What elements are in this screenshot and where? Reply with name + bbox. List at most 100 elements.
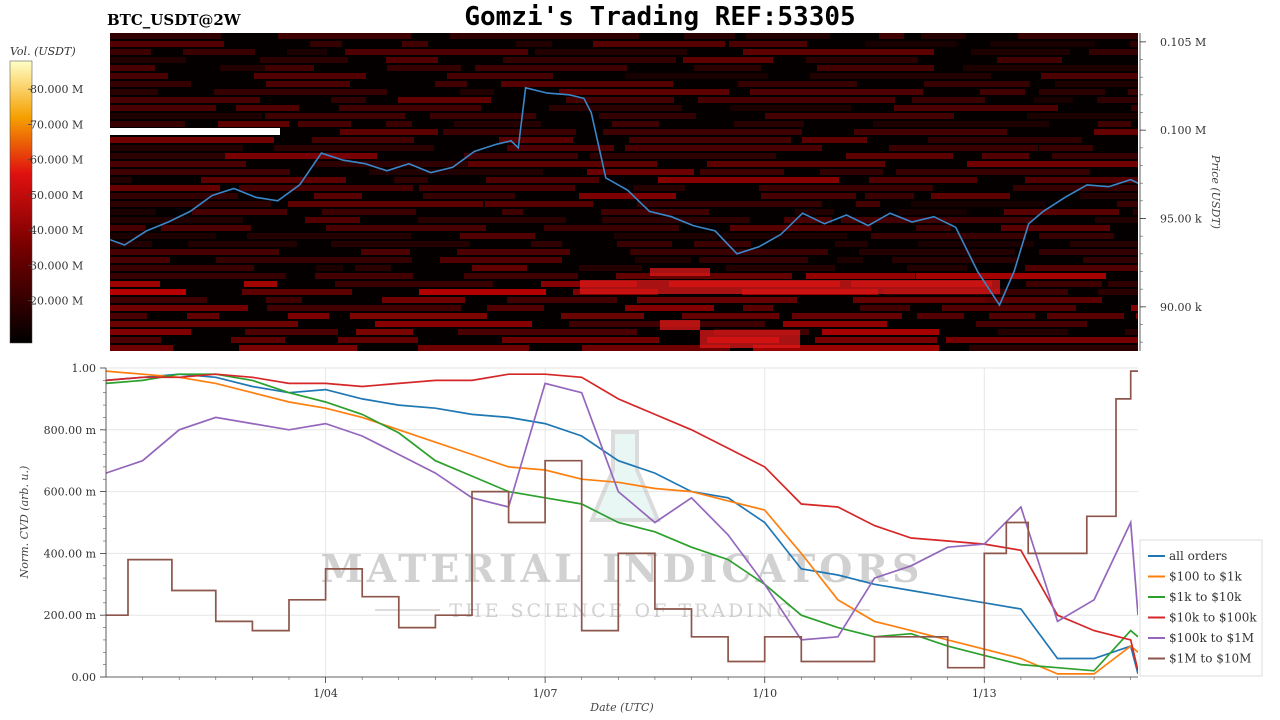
heatmap-cell bbox=[312, 137, 414, 143]
colorbar-tick-label: 20.000 M bbox=[30, 295, 83, 308]
heatmap-cell bbox=[738, 81, 857, 87]
heatmap-cell bbox=[683, 57, 773, 63]
heatmap-cell bbox=[734, 121, 804, 127]
heatmap-cell bbox=[335, 281, 493, 287]
heatmap-cell bbox=[516, 41, 552, 47]
heatmap-cell bbox=[266, 81, 350, 87]
price-tick-label: 95.00 k bbox=[1160, 213, 1202, 226]
colorbar-tick-label: 40.000 M bbox=[30, 224, 83, 237]
heatmap-cell bbox=[110, 337, 161, 343]
heatmap-cell bbox=[110, 177, 132, 183]
heatmap-cell bbox=[454, 121, 541, 127]
heatmap-cell bbox=[856, 201, 880, 207]
heatmap-cell bbox=[743, 305, 773, 311]
cvd-x-axis-label: Date (UTC) bbox=[589, 701, 653, 714]
heatmap-cell bbox=[458, 329, 637, 335]
heatmap-cell bbox=[783, 321, 887, 327]
heatmap-cell bbox=[918, 241, 1034, 247]
heatmap-cell bbox=[729, 41, 807, 47]
heatmap-cell bbox=[499, 137, 573, 143]
heatmap-cell bbox=[501, 81, 673, 87]
cvd-y-ticks: 0.00 200.00 m 400.00 m 600.00 m 800.00 m 1.00 bbox=[44, 362, 106, 684]
heatmap-cell bbox=[815, 337, 937, 343]
heatmap-cell bbox=[865, 41, 957, 47]
heatmap-cell bbox=[873, 121, 1049, 127]
heatmap-cell bbox=[549, 105, 682, 111]
heatmap-cell bbox=[1004, 209, 1119, 215]
heatmap-cell bbox=[746, 33, 830, 39]
cvd-y-tick-label: 200.00 m bbox=[44, 609, 97, 622]
cvd-y-tick-label: 1.00 bbox=[72, 362, 97, 375]
heatmap-cell bbox=[287, 49, 327, 55]
heatmap-cell bbox=[806, 57, 918, 63]
heatmap-cell bbox=[310, 41, 342, 47]
heatmap-cell bbox=[355, 265, 391, 271]
colorbar-tick-label: 60.000 M bbox=[30, 154, 83, 167]
heatmap-cell bbox=[214, 89, 387, 95]
heatmap-cell bbox=[1117, 201, 1138, 207]
heatmap-cell bbox=[633, 185, 685, 191]
heatmap-cell bbox=[531, 241, 562, 247]
heatmap-cell bbox=[1080, 193, 1138, 199]
legend-label: $1k to $10k bbox=[1169, 590, 1242, 604]
heatmap-cell bbox=[288, 313, 329, 319]
heatmap-cell bbox=[942, 305, 1076, 311]
heatmap-cell bbox=[761, 193, 856, 199]
heatmap-cell bbox=[110, 113, 262, 119]
heatmap-cell bbox=[1025, 265, 1138, 271]
heatmap-cell bbox=[700, 169, 784, 175]
heatmap-cell bbox=[871, 233, 1026, 239]
heatmap-cell bbox=[1108, 281, 1138, 287]
heatmap-cell bbox=[625, 73, 768, 79]
heatmap-cell bbox=[566, 97, 674, 103]
price-minor-ticks bbox=[1140, 41, 1143, 343]
heatmap-cell bbox=[369, 169, 543, 175]
heatmap-cell bbox=[440, 257, 562, 263]
cvd-y-tick-label: 600.00 m bbox=[44, 486, 97, 499]
heatmap-cell bbox=[110, 281, 160, 287]
heatmap-cell bbox=[1041, 73, 1138, 79]
heatmap-cell bbox=[559, 89, 729, 95]
heatmap-cell bbox=[1095, 217, 1138, 223]
heatmap-cell bbox=[892, 257, 1017, 263]
heatmap-cell bbox=[928, 137, 1082, 143]
heatmap-cell bbox=[288, 201, 483, 207]
heatmap-cell bbox=[485, 201, 593, 207]
heatmap-cell bbox=[997, 57, 1062, 63]
heatmap-cell bbox=[487, 305, 544, 311]
cvd-x-ticks: 1/04 1/07 1/10 1/13 bbox=[142, 677, 1131, 700]
heatmap-cell bbox=[265, 113, 405, 119]
heatmap-cell bbox=[630, 249, 828, 255]
colorbar bbox=[9, 60, 33, 344]
heatmap-cell bbox=[267, 305, 461, 311]
heatmap-cell bbox=[314, 193, 362, 199]
heatmap-cell bbox=[430, 113, 536, 119]
heatmap-cell bbox=[1131, 305, 1138, 311]
heatmap-cell bbox=[110, 57, 186, 63]
cvd-line--100-to-1k bbox=[106, 370, 1138, 675]
cvd-line--1m-to-10m bbox=[106, 370, 1138, 669]
heatmap-cell bbox=[916, 225, 951, 231]
heatmap-cell bbox=[1039, 233, 1114, 239]
price-line bbox=[110, 86, 1138, 307]
heatmap-cell bbox=[853, 297, 985, 303]
heatmap-cell bbox=[1039, 145, 1093, 151]
heatmap-cell bbox=[917, 313, 964, 319]
heatmap-cell bbox=[110, 81, 191, 87]
heatmap-cell bbox=[784, 217, 832, 223]
heatmap-cell bbox=[110, 209, 156, 215]
heatmap-cell bbox=[629, 137, 791, 143]
heatmap-cell bbox=[110, 121, 185, 127]
heatmap-cell bbox=[658, 177, 839, 183]
heatmap-cell bbox=[216, 257, 412, 263]
heatmap-cell bbox=[110, 297, 207, 303]
heatmap-cell bbox=[220, 65, 265, 71]
price-tick-label: 0.105 M bbox=[1160, 36, 1206, 49]
heatmap-cell bbox=[110, 153, 225, 159]
heatmap-background bbox=[110, 33, 1138, 351]
legend-label: $100k to $1M bbox=[1169, 631, 1254, 645]
heatmap-cell bbox=[110, 105, 216, 111]
heatmap-cell bbox=[1026, 281, 1102, 287]
heatmap-cell bbox=[625, 305, 714, 311]
price-tick-label: 0.100 M bbox=[1160, 124, 1206, 137]
